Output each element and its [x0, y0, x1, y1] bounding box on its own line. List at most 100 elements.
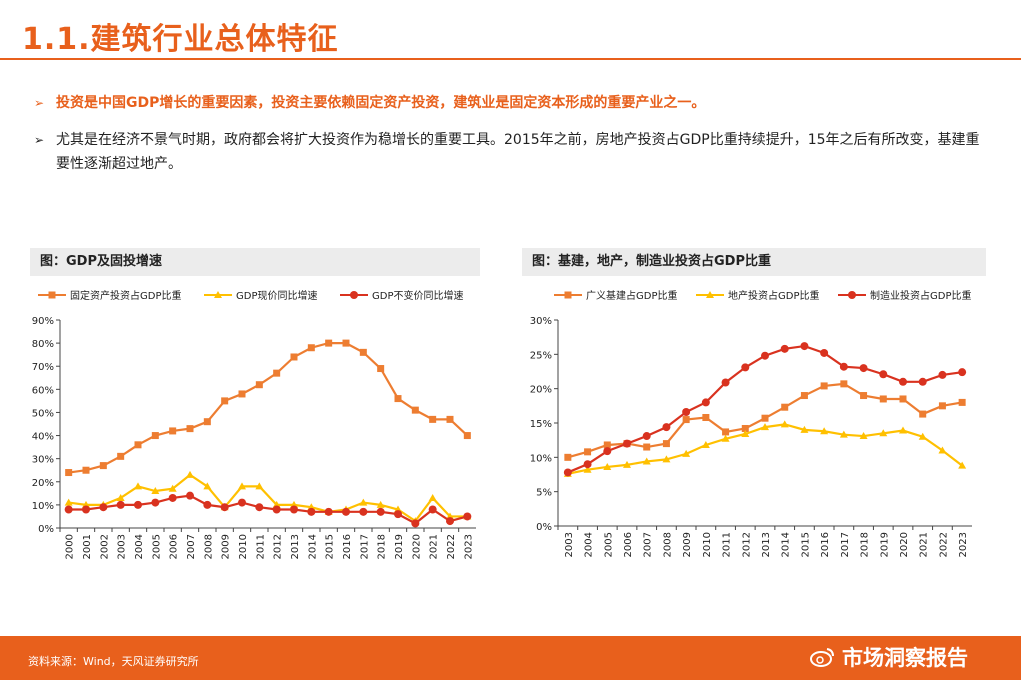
data-point: [116, 500, 125, 509]
data-point: [603, 462, 612, 470]
y-tick-label: 0%: [536, 522, 552, 533]
data-point: [203, 418, 211, 426]
data-point: [662, 440, 670, 448]
y-tick-label: 80%: [32, 339, 54, 350]
data-point: [203, 482, 212, 490]
bullet-2: ➢ 尤其是在经济不景气时期，政府都会将扩大投资作为稳增长的重要工具。2015年之…: [34, 128, 984, 176]
data-point: [255, 381, 263, 389]
legend-item: 广义基建占GDP比重: [554, 289, 677, 302]
data-point: [255, 482, 264, 490]
data-point: [919, 410, 927, 418]
data-point: [463, 432, 471, 440]
data-point: [584, 448, 592, 456]
x-tick-label: 2010: [238, 534, 249, 559]
data-point: [958, 461, 967, 469]
bullet-1: ➢ 投资是中国GDP增长的重要因素，投资主要依赖固定资产投资，建筑业是固定资本形…: [34, 91, 994, 115]
data-point: [938, 370, 947, 379]
data-point: [563, 468, 572, 477]
data-point: [376, 507, 385, 516]
data-point: [741, 363, 750, 372]
data-point: [116, 493, 125, 501]
x-tick-label: 2008: [203, 534, 214, 559]
data-point: [761, 423, 769, 431]
data-point: [376, 500, 385, 508]
data-point: [64, 505, 73, 514]
legend-marker: [48, 291, 56, 299]
data-point: [820, 382, 828, 390]
data-point: [701, 398, 710, 407]
data-point: [273, 369, 281, 377]
data-point: [359, 507, 368, 516]
data-point: [134, 500, 142, 509]
data-point: [918, 432, 927, 440]
y-tick-label: 10%: [530, 453, 552, 464]
x-tick-label: 2007: [186, 534, 197, 559]
x-tick-label: 2013: [290, 534, 301, 559]
data-point: [781, 403, 789, 411]
data-point: [958, 368, 967, 377]
x-tick-label: 2014: [307, 534, 318, 559]
data-point: [899, 426, 907, 434]
x-tick-label: 2009: [221, 534, 232, 559]
x-tick-label: 2007: [643, 532, 654, 557]
x-tick-label: 2023: [463, 534, 474, 559]
data-point: [662, 423, 671, 432]
data-point: [359, 348, 367, 356]
legend-label: 地产投资占GDP比重: [728, 289, 819, 302]
data-point: [800, 392, 808, 400]
bullet-arrow-icon: ➢: [34, 133, 45, 147]
data-point: [899, 395, 907, 403]
data-point: [151, 498, 160, 507]
data-point: [879, 395, 887, 403]
data-point: [721, 378, 730, 387]
legend-item: GDP现价同比增速: [204, 289, 317, 302]
data-point: [238, 390, 246, 398]
data-point: [839, 430, 848, 438]
legend-marker: [706, 291, 714, 298]
data-point: [859, 432, 868, 440]
data-point: [238, 498, 246, 507]
x-tick-label: 2020: [899, 532, 910, 557]
data-point: [255, 503, 264, 512]
data-point: [879, 370, 888, 379]
x-tick-label: 2017: [359, 534, 370, 559]
data-point: [780, 344, 789, 353]
data-point: [99, 503, 108, 512]
data-point: [221, 397, 229, 405]
data-point: [203, 500, 212, 509]
x-tick-label: 2017: [840, 532, 851, 557]
data-point: [82, 505, 90, 514]
data-point: [938, 446, 947, 454]
data-point: [603, 441, 611, 449]
bullet-1-text: 投资是中国GDP增长的重要因素，投资主要依赖固定资产投资，建筑业是固定资本形成的…: [56, 95, 706, 111]
legend-label: GDP不变价同比增速: [372, 289, 463, 302]
data-point: [169, 427, 177, 435]
series-line-3: [68, 494, 468, 525]
x-tick-label: 2006: [623, 532, 634, 557]
data-point: [583, 460, 592, 469]
data-point: [623, 460, 631, 468]
data-point: [186, 470, 194, 478]
x-tick-label: 2000: [65, 534, 76, 559]
chart-1-title: 图：GDP及固投增速: [30, 248, 480, 276]
data-point: [583, 465, 592, 473]
data-point: [761, 351, 769, 360]
legend-marker: [564, 291, 572, 299]
data-point: [721, 434, 730, 442]
legend-item: 地产投资占GDP比重: [696, 289, 819, 302]
x-tick-label: 2003: [117, 534, 128, 559]
data-point: [411, 519, 420, 528]
data-point: [682, 408, 691, 417]
data-point: [117, 452, 125, 460]
data-point: [290, 353, 298, 361]
data-point: [722, 428, 730, 436]
x-tick-label: 2019: [394, 534, 405, 559]
data-point: [186, 491, 194, 500]
y-tick-label: 20%: [530, 385, 552, 396]
y-tick-label: 30%: [32, 455, 54, 466]
data-point: [134, 482, 142, 490]
data-point: [918, 377, 927, 386]
data-point: [272, 505, 281, 514]
legend-marker: [350, 291, 358, 299]
data-point: [879, 429, 888, 437]
